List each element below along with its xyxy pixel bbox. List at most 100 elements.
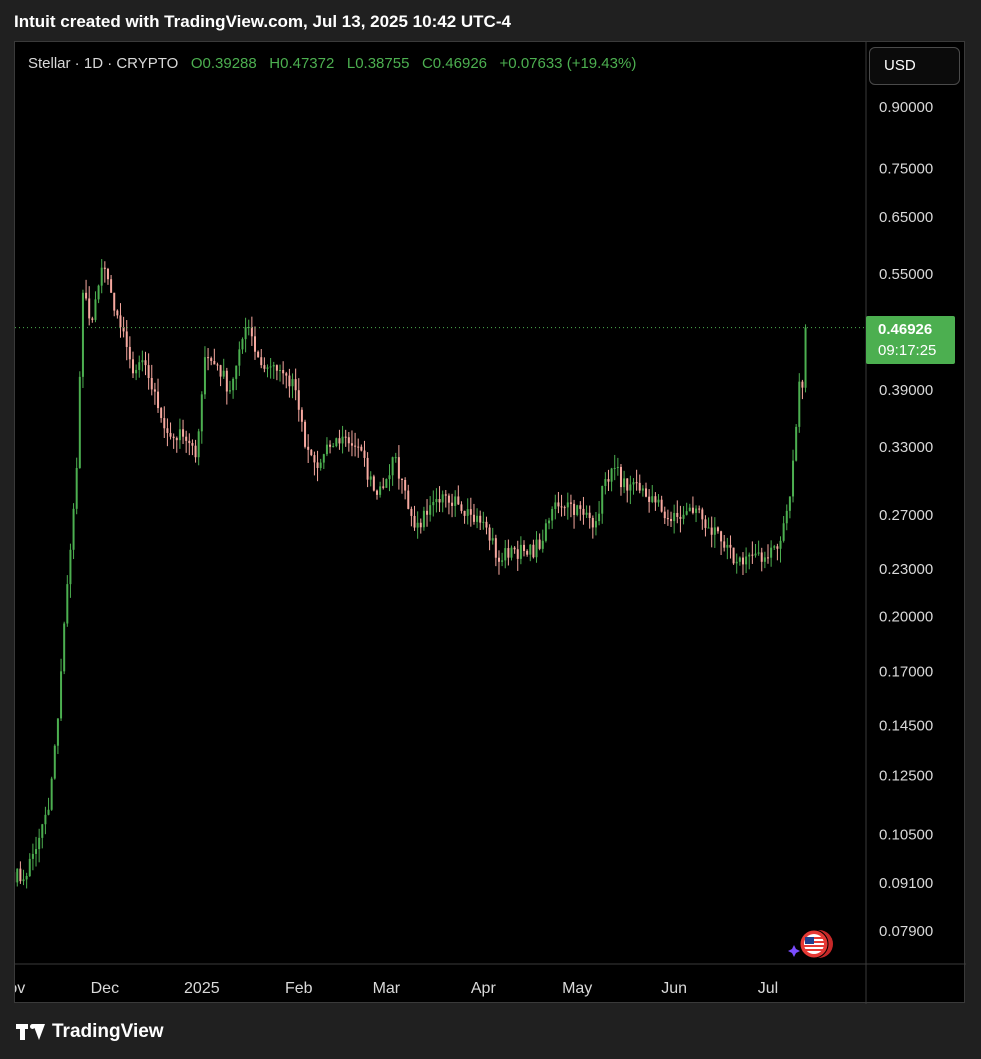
candle-body [110, 279, 113, 293]
x-tick-label: Apr [471, 980, 497, 997]
candle-body [138, 362, 141, 370]
candle-body [416, 522, 419, 528]
candle-body [391, 457, 394, 476]
currency-button[interactable]: USD [869, 47, 960, 85]
candle-body [372, 476, 375, 491]
candle-body [494, 538, 497, 558]
candle-body [257, 351, 260, 358]
candle-body [729, 544, 732, 548]
candle-body [519, 544, 522, 559]
candle-body [182, 429, 185, 437]
candle-body [801, 381, 804, 388]
y-tick-label: 0.90000 [879, 99, 933, 116]
candle-body [732, 547, 735, 564]
candle-body [169, 432, 172, 437]
candle-body [754, 553, 757, 556]
candle-body [698, 508, 701, 510]
x-tick-label: Dec [91, 980, 119, 997]
low-value: 0.38755 [355, 55, 410, 72]
candle-body [735, 561, 738, 564]
candle-body [535, 539, 538, 558]
candle-body [566, 502, 569, 508]
candle-body [629, 484, 632, 491]
candle-body [585, 512, 588, 515]
candle-body [288, 375, 291, 387]
candle-body [194, 445, 197, 458]
y-tick-label: 0.65000 [879, 209, 933, 226]
y-tick-label: 0.39000 [879, 382, 933, 399]
candle-body [804, 327, 807, 388]
candle-body [504, 548, 507, 561]
candle-body [385, 479, 388, 488]
candle-body [285, 373, 288, 376]
y-tick-label: 0.20000 [879, 608, 933, 625]
candle-body [232, 378, 235, 391]
candle-body [691, 507, 694, 513]
candle-body [97, 285, 100, 300]
candle-body [357, 446, 360, 448]
y-tick-label: 0.09100 [879, 875, 933, 892]
us-flag-events-icon[interactable] [786, 928, 842, 964]
y-tick-label: 0.27000 [879, 507, 933, 524]
candle-body [85, 292, 88, 299]
tradingview-logo[interactable]: TradingView [16, 1021, 164, 1043]
candle-body [72, 508, 75, 550]
candle-body [767, 557, 769, 559]
candle-body [451, 502, 454, 506]
y-tick-label: 0.17000 [879, 663, 933, 680]
candle-body [701, 509, 704, 520]
y-tick-label: 0.07900 [879, 923, 933, 940]
candle-body [641, 488, 644, 491]
close-value: 0.46926 [432, 55, 488, 72]
candle-body [363, 450, 366, 458]
candle-body [241, 339, 244, 350]
candle-body [200, 394, 203, 432]
candle-body [582, 508, 585, 515]
candle-body [81, 292, 84, 377]
candle-body [260, 357, 263, 366]
y-tick-label: 0.14500 [879, 717, 933, 734]
candle-body [760, 552, 763, 562]
candle-body [144, 360, 147, 366]
candle-body [482, 521, 485, 523]
candle-body [122, 327, 125, 332]
candle-body [279, 370, 282, 372]
candle-body [388, 475, 391, 480]
tradingview-logo-icon [16, 1022, 46, 1042]
candle-body [207, 357, 210, 359]
candle-body [188, 440, 191, 444]
candle-body [191, 443, 194, 446]
candle-body [666, 518, 669, 520]
candle-body [238, 349, 241, 366]
candle-body [166, 428, 169, 433]
candle-body [466, 509, 469, 516]
price-chart[interactable]: 0.90000 0.75000 0.65000 0.55000 0.39000 0.330… [15, 42, 966, 1004]
candle-body [322, 454, 325, 463]
candle-body [25, 876, 28, 880]
candle-body [626, 478, 629, 491]
candle-body [798, 381, 801, 427]
candle-body [401, 478, 404, 480]
candle-body [516, 549, 519, 559]
candle-body [591, 517, 594, 528]
candle-body [426, 510, 429, 515]
change-value: +0.07633 (+19.43%) [499, 55, 637, 72]
candle-body [269, 366, 272, 368]
candle-body [404, 479, 407, 491]
candle-body [69, 549, 72, 585]
candle-body [623, 478, 626, 488]
chart-area[interactable]: 0.90000 0.75000 0.65000 0.55000 0.39000 0.330… [14, 41, 966, 1004]
candle-body [66, 584, 69, 624]
candle-body [247, 327, 250, 329]
candle-body [225, 370, 228, 392]
candle-body [222, 370, 225, 377]
x-tick-label: Feb [285, 980, 313, 997]
symbol-name[interactable]: Stellar · 1D · CRYPTO [28, 55, 179, 72]
symbol-ohlc-legend: Stellar · 1D · CRYPTO O0.39288 H0.47372 … [28, 55, 636, 72]
candle-body [216, 364, 219, 366]
candle-body [147, 365, 150, 379]
candle-body [523, 544, 526, 551]
candle-body [310, 449, 313, 456]
candle-body [319, 462, 322, 468]
candle-body [263, 365, 266, 369]
